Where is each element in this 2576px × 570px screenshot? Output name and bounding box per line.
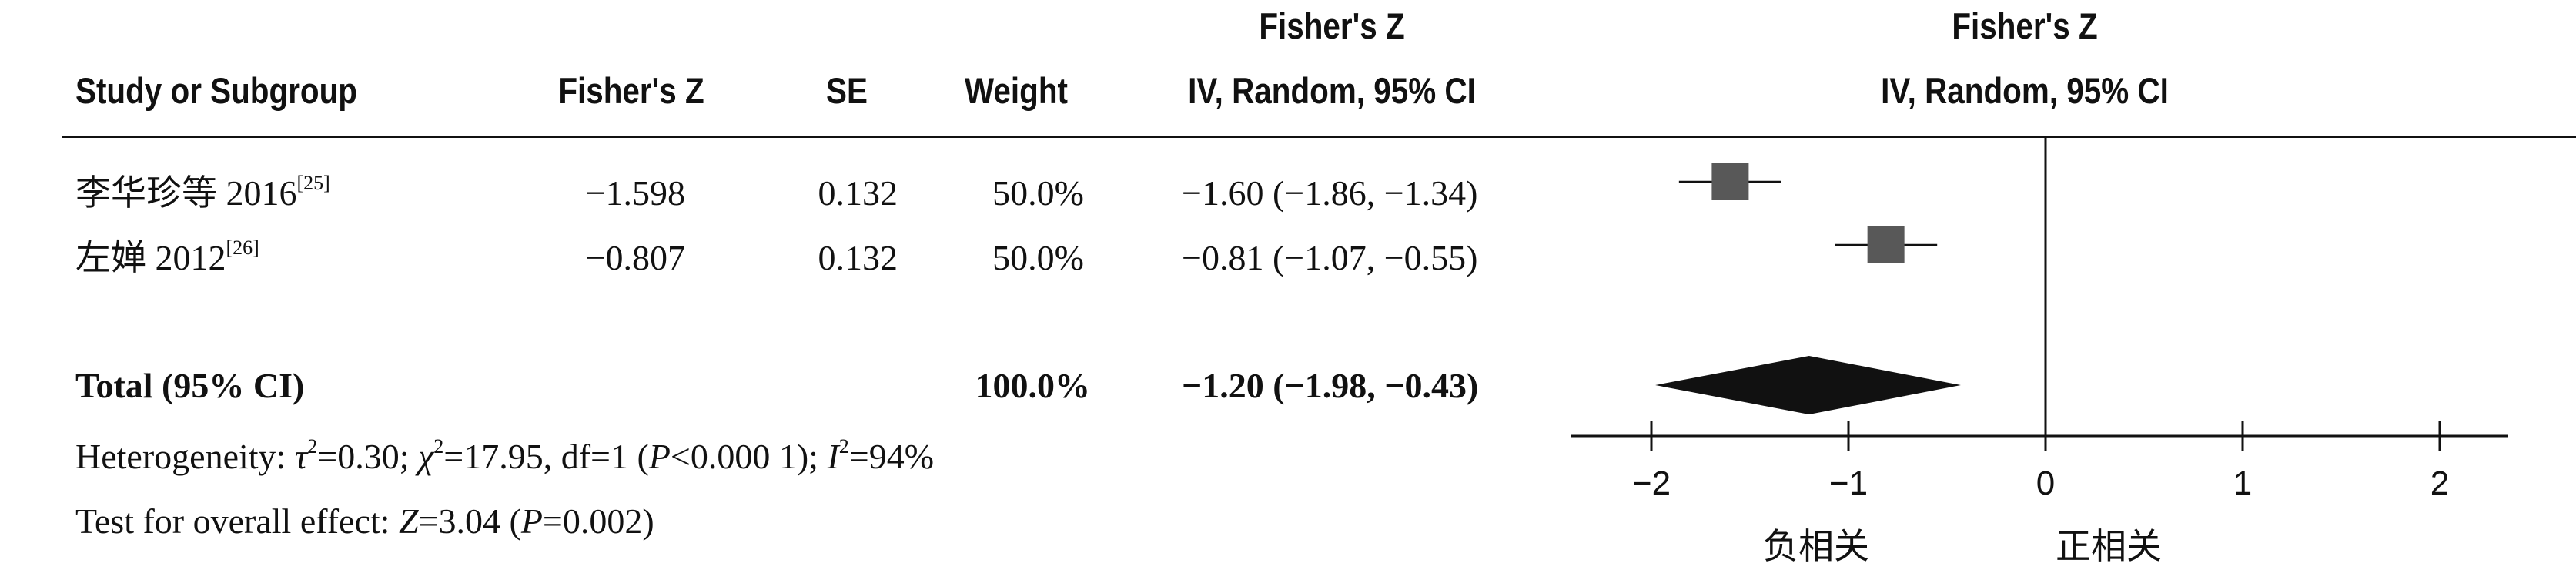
header-ci-top: Fisher's Z [1259, 5, 1405, 46]
study-se: 0.132 [818, 238, 898, 277]
study-ci-text: −1.60 (−1.86, −1.34) [1182, 173, 1478, 213]
x-tick-label: 1 [2233, 464, 2252, 502]
study-fisher-z: −1.598 [585, 173, 685, 213]
study-ci-text: −0.81 (−1.07, −0.55) [1182, 238, 1478, 277]
overall-effect-text: Test for overall effect: Z=3.04 (P=0.002… [75, 501, 654, 541]
total-ci-text: −1.20 (−1.98, −0.43) [1182, 366, 1479, 405]
study-ref: [25] [296, 172, 330, 194]
x-tick-label: −2 [1632, 464, 1671, 502]
total-weight: 100.0% [975, 366, 1091, 405]
study-se: 0.132 [818, 173, 898, 213]
study-marker [1711, 163, 1749, 200]
x-tick-label: 0 [2036, 464, 2055, 502]
header-study: Study or Subgroup [75, 70, 357, 111]
study-fisher-z: −0.807 [585, 238, 685, 277]
favours-right-label: 正相关 [2056, 525, 2162, 567]
header-ci-bottom: IV, Random, 95% CI [1188, 70, 1476, 111]
study-weight: 50.0% [992, 238, 1084, 277]
header-plot-top: Fisher's Z [1952, 5, 2098, 46]
header-fisher-z: Fisher's Z [558, 70, 704, 111]
header-plot-bottom: IV, Random, 95% CI [1881, 70, 2169, 111]
x-tick-label: 2 [2430, 464, 2449, 502]
study-name: 左婵 2012[26] [75, 236, 259, 277]
study-name: 李华珍等 2016[25] [75, 172, 330, 213]
header-rule [62, 136, 2576, 138]
header-weight: Weight [965, 70, 1068, 111]
study-weight: 50.0% [992, 173, 1084, 213]
study-marker [1867, 226, 1905, 263]
total-label: Total (95% CI) [75, 366, 305, 405]
favours-left-label: 负相关 [1763, 525, 1869, 567]
x-tick-label: −1 [1829, 464, 1868, 502]
heterogeneity-text: Heterogeneity: τ2=0.30; χ2=17.95, df=1 (… [75, 435, 935, 476]
summary-diamond [1655, 356, 1961, 414]
header-se: SE [826, 70, 868, 111]
study-ref: [26] [226, 236, 259, 259]
